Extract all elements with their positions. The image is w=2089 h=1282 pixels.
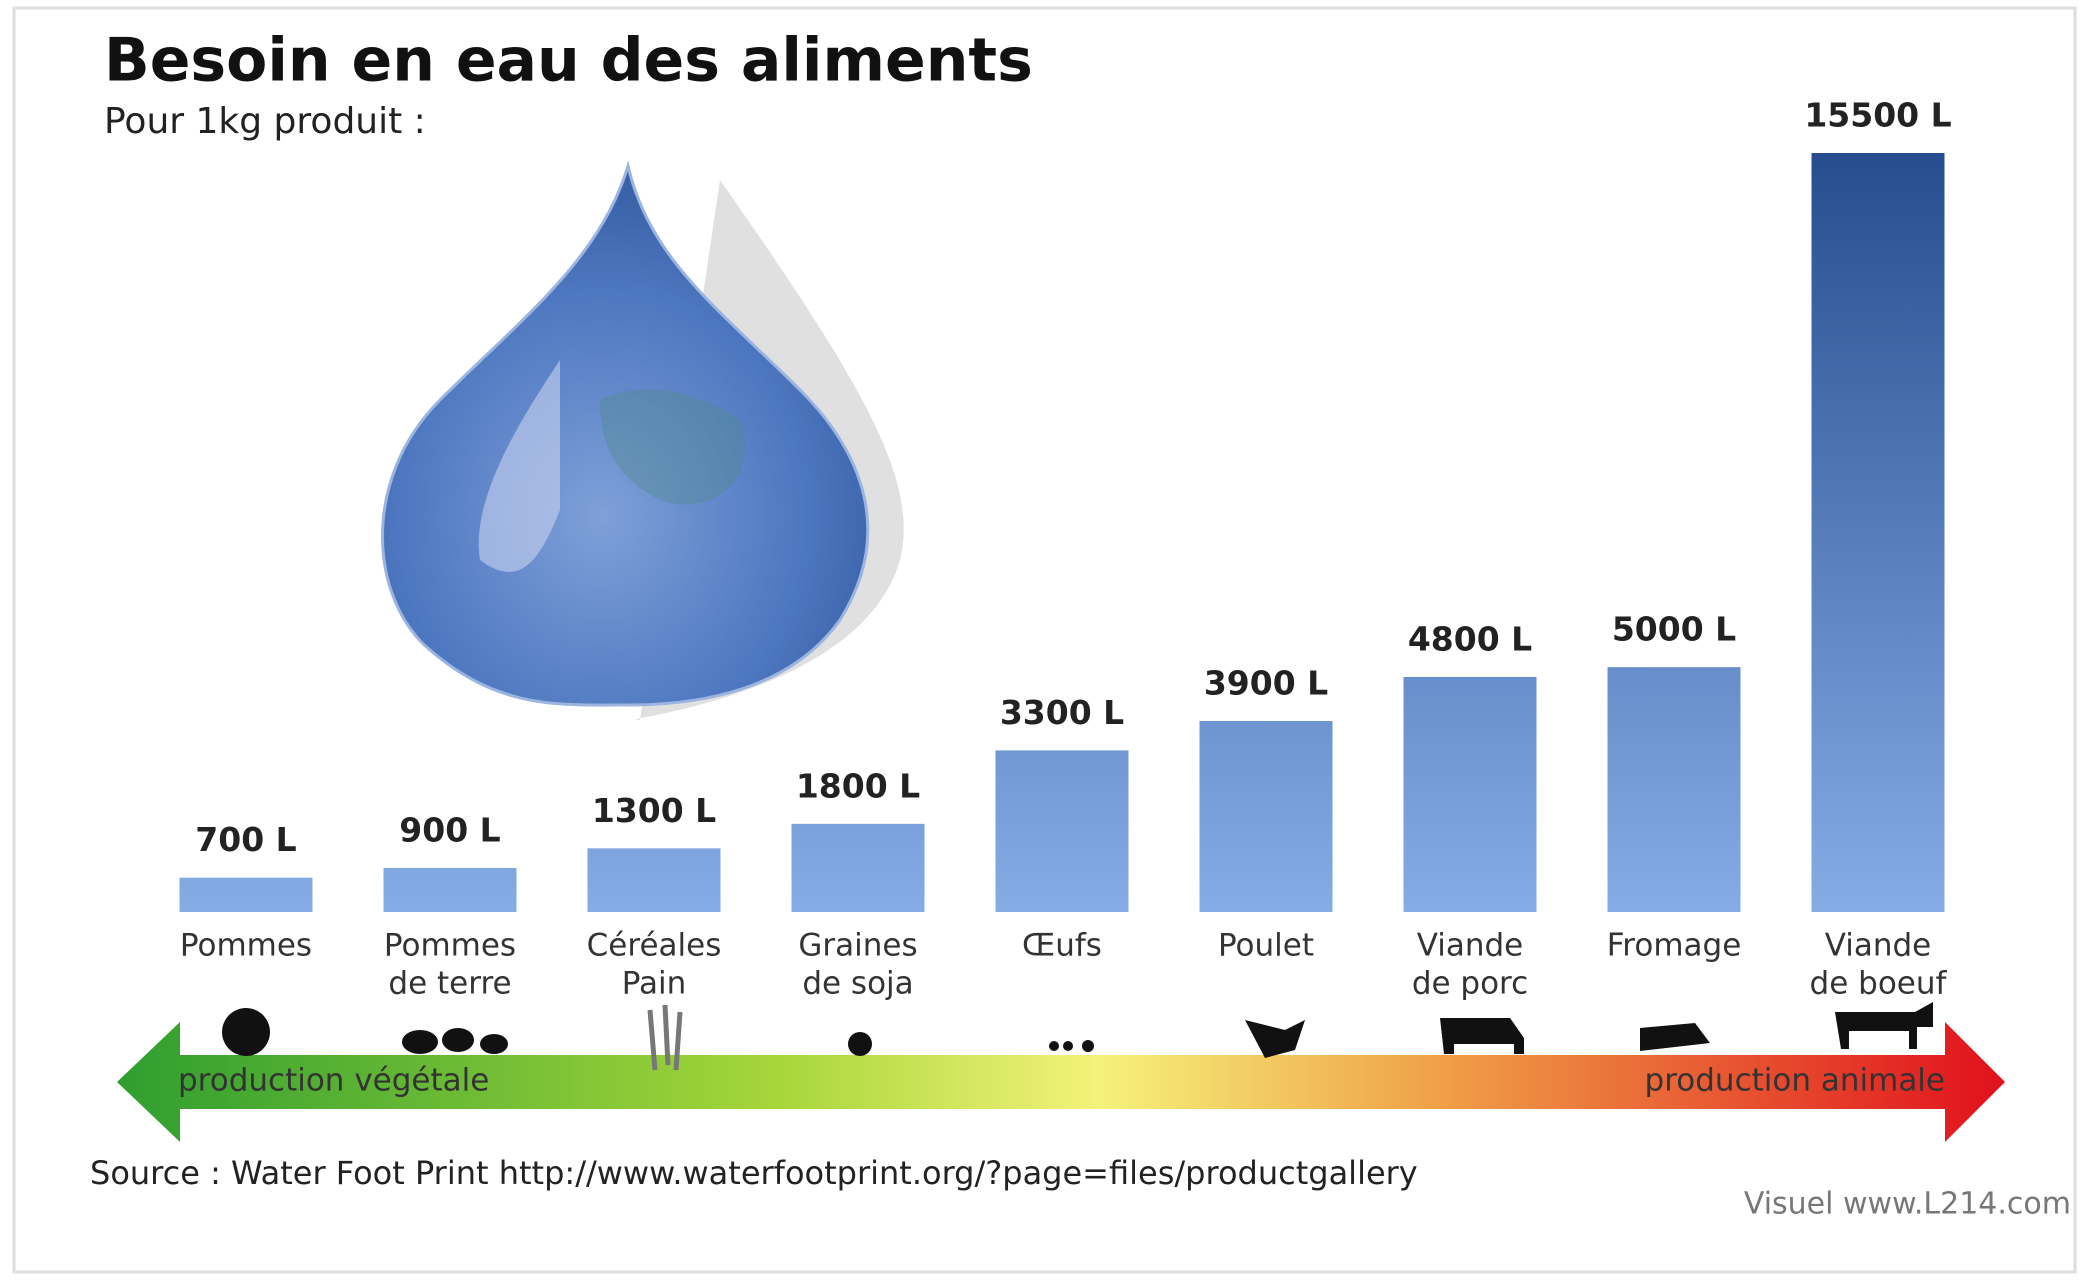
credit: Visuel www.L214.com: [1744, 1187, 2071, 1222]
value-label: 1800 L: [796, 766, 920, 805]
category-label: Graines: [798, 928, 917, 964]
chart-title: Besoin en eau des aliments: [104, 26, 1033, 96]
category-label: Œufs: [1022, 928, 1102, 964]
value-label: 3300 L: [1000, 693, 1124, 732]
value-label: 3900 L: [1204, 664, 1328, 703]
bar: [1403, 676, 1537, 912]
category-label: Pommes: [384, 928, 516, 964]
chart-subtitle: Pour 1kg produit :: [104, 101, 426, 142]
arrow: [117, 1022, 2005, 1142]
category-label: de terre: [388, 966, 511, 1002]
value-label: 15500 L: [1804, 96, 1951, 135]
value-label: 1300 L: [592, 791, 716, 830]
value-label: 5000 L: [1612, 610, 1736, 649]
value-label: 4800 L: [1408, 619, 1532, 658]
bar: [587, 848, 721, 912]
food-icons: [222, 1002, 1933, 1071]
category-label: de soja: [802, 966, 913, 1002]
water-drop: [381, 160, 904, 720]
category-label: Pommes: [180, 928, 312, 964]
bar: [995, 750, 1129, 912]
category-label: Céréales: [587, 928, 722, 964]
bar: [791, 823, 925, 912]
category-label: Pain: [622, 966, 687, 1002]
category-label: Poulet: [1218, 928, 1314, 964]
value-label: 900 L: [399, 810, 500, 849]
bar: [1811, 153, 1945, 912]
arrow-left-label: production végétale: [178, 1063, 489, 1099]
category-label: Viande: [1417, 928, 1524, 964]
bar: [383, 867, 517, 912]
category-label: de porc: [1412, 966, 1528, 1002]
arrow-right-label: production animale: [1645, 1063, 1945, 1099]
category-label: Fromage: [1607, 928, 1742, 964]
bar: [1607, 667, 1741, 912]
bar: [1199, 721, 1333, 912]
bar: [179, 877, 313, 912]
value-label: 700 L: [195, 820, 296, 859]
category-label: de boeuf: [1810, 966, 1948, 1002]
source: Source : Water Foot Print http://www.wat…: [90, 1154, 1418, 1192]
category-label: Viande: [1825, 928, 1932, 964]
